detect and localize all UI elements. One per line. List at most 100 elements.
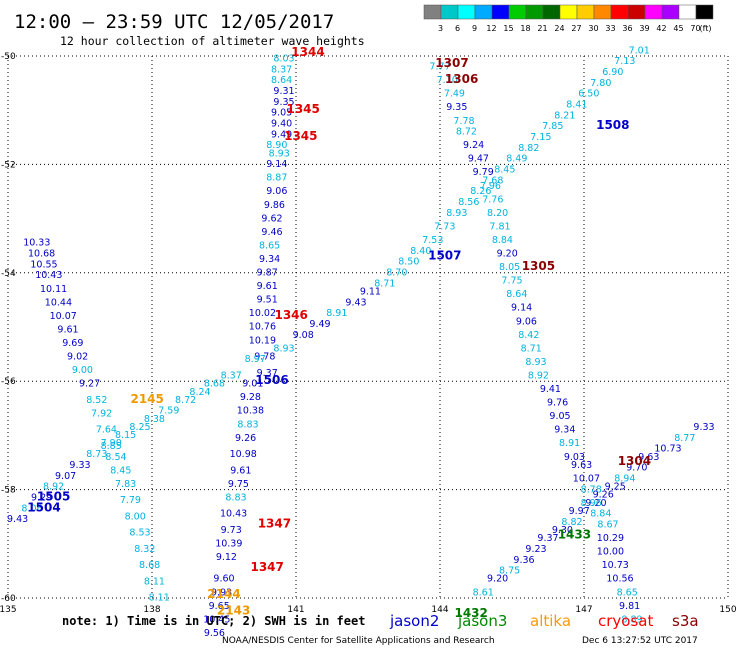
x-tick-label: 138 (143, 605, 160, 615)
data-point: 8.15 (115, 430, 136, 441)
x-tick-label: 141 (287, 605, 304, 615)
data-point: 9.35 (273, 97, 294, 108)
x-tick-label: 144 (431, 605, 448, 615)
colorbar-swatch (491, 4, 510, 20)
data-point: 9.37 (537, 533, 558, 544)
colorbar-label: 27 (571, 24, 581, 33)
data-point: 9.34 (259, 254, 280, 265)
data-point: 7.10 (437, 75, 458, 86)
data-point: 8.85 (101, 441, 122, 452)
data-point: 9.07 (55, 471, 76, 482)
data-point: 9.11 (360, 286, 381, 297)
legend-entry: altika (530, 612, 571, 630)
data-point: 9.49 (309, 319, 330, 330)
data-point: 8.93 (273, 343, 294, 354)
pass-label: 1307 (435, 56, 468, 70)
data-point: 9.20 (497, 249, 518, 260)
data-point: 8.24 (189, 387, 210, 398)
data-point: 9.35 (446, 102, 467, 113)
colorbar-swatch (593, 4, 612, 20)
data-point: 8.71 (374, 278, 395, 289)
data-point: 9.03 (564, 452, 585, 463)
data-point: 8.82 (561, 517, 582, 528)
data-point: 8.50 (398, 257, 419, 268)
data-point: 8.53 (129, 528, 150, 539)
data-point: 8.65 (259, 240, 280, 251)
satellite-legend: jason2 jason3 altika cryosat s3a (389, 612, 699, 630)
data-point: 10.07 (573, 473, 600, 484)
pass-label: 1344 (291, 45, 324, 59)
data-point: 10.45 (203, 614, 230, 625)
data-point: 9.86 (264, 200, 285, 211)
data-point: 9.06 (266, 186, 287, 197)
data-point: 7.77 (429, 62, 450, 73)
data-point: 7.49 (444, 89, 465, 100)
data-point: 9.23 (525, 544, 546, 555)
pass-label: 1347 (250, 560, 283, 574)
data-point: 7.59 (158, 406, 179, 417)
data-point: 9.49 (271, 129, 292, 140)
data-point: 8.94 (614, 473, 635, 484)
grid (7, 55, 729, 599)
data-point: 8.68 (139, 560, 160, 571)
colorbar-label: 9 (472, 24, 477, 33)
colorbar-label: 6 (455, 24, 460, 33)
data-point: 8.90 (266, 140, 287, 151)
pass-label: 1347 (258, 517, 291, 531)
data-point: 7.75 (501, 276, 522, 287)
data-point: 9.25 (605, 482, 626, 493)
colorbar-swatch (525, 4, 544, 20)
data-point: 9.14 (266, 159, 287, 170)
data-point: 8.64 (506, 289, 527, 300)
data-point: 8.87 (266, 173, 287, 184)
data-point: 9.70 (626, 463, 647, 474)
data-point: 9.75 (228, 479, 249, 490)
data-point: 8.25 (129, 422, 150, 433)
data-point: 7.85 (542, 121, 563, 132)
data-point: 8.11 (149, 593, 170, 604)
data-point: 8.77 (674, 433, 695, 444)
data-point: 9.33 (693, 422, 714, 433)
data-point: 6.50 (578, 89, 599, 100)
data-point: 9.61 (230, 465, 251, 476)
data-point: 10.38 (237, 406, 264, 417)
data-point: 9.20 (487, 574, 508, 585)
data-point: 9.56 (204, 628, 225, 639)
colorbar-label: 24 (554, 24, 564, 33)
axes: 135 138 141 144 147 150 -50 -52 -54 -56 -58 -60 (0, 52, 737, 615)
data-point: 9.76 (547, 398, 568, 409)
data-point: 8.68 (204, 379, 225, 390)
data-point: 9.02 (67, 352, 88, 363)
data-point: 8.54 (105, 452, 126, 463)
data-point: 8.49 (506, 154, 527, 165)
data-point: 8.45 (494, 165, 515, 176)
data-point: 9.37 (257, 368, 278, 379)
data-point: 9.47 (468, 154, 489, 165)
colorbar-swatch (542, 4, 561, 20)
data-point: 8.89 (621, 614, 642, 625)
data-point: 8.56 (458, 197, 479, 208)
data-point: 7.15 (530, 132, 551, 143)
colorbar-swatch (661, 4, 680, 20)
data-point: 8.05 (499, 262, 520, 273)
data-point: 9.34 (554, 425, 575, 436)
y-tick-label: -56 (1, 377, 16, 387)
y-tick-label: -60 (1, 594, 16, 604)
data-point: 10.07 (50, 311, 77, 322)
colorbar-label: 30 (588, 24, 598, 33)
data-point: 8.73 (86, 449, 107, 460)
legend-entry: jason3 (457, 612, 507, 630)
colorbar-label: 36 (622, 24, 632, 33)
data-point: 9.26 (235, 433, 256, 444)
pass-labels: 1344 1345 1345 1346 1347 1347 1307 1306 1305 1304… (27, 45, 651, 620)
data-point: 8.32 (134, 544, 155, 555)
data-point: 10.55 (30, 259, 57, 270)
pass-label: 1504 (27, 500, 60, 514)
data-point: 8.37 (271, 64, 292, 75)
data-point: 9.61 (257, 281, 278, 292)
data-point: 10.76 (249, 322, 276, 333)
data-point: 8.97 (245, 354, 266, 365)
pass-label: 2143 (217, 603, 250, 617)
footer-credit: NOAA/NESDIS Center for Satellite Applica… (222, 636, 495, 646)
data-point: 8.84 (590, 509, 611, 520)
